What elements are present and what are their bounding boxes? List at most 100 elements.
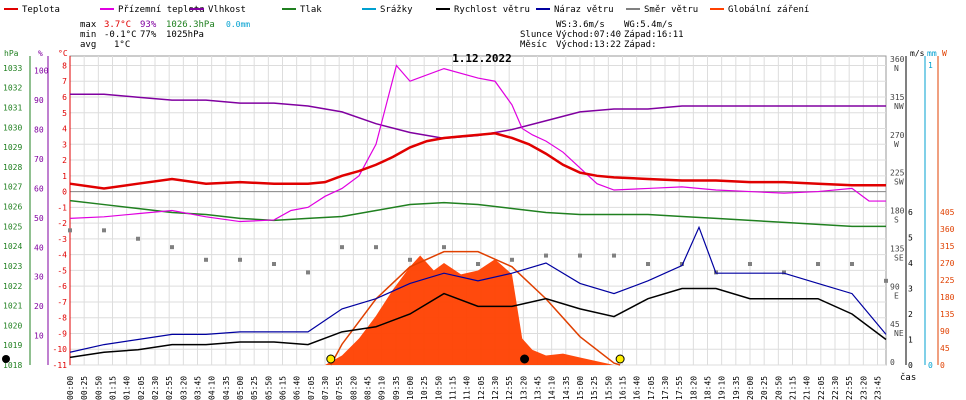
- temp-tick: -10: [53, 345, 68, 354]
- time-tick: 11:40: [463, 376, 472, 400]
- stats-min-temp: -0.1°C: [104, 30, 137, 40]
- time-tick: 08:45: [364, 376, 373, 400]
- hpa-tick: 1026: [3, 203, 22, 212]
- temp-tick: -1: [57, 203, 67, 212]
- time-tick: 02:30: [151, 376, 160, 400]
- dir-point: [544, 253, 548, 258]
- time-tick: 12:55: [505, 376, 514, 400]
- w-tick: 45: [940, 344, 950, 353]
- temp-tick: 0: [62, 188, 67, 197]
- time-tick: 05:25: [250, 376, 259, 400]
- legend-label: Rychlost větru: [454, 5, 530, 15]
- temp-tick: 7: [62, 77, 67, 86]
- time-tick: 15:50: [604, 376, 613, 400]
- sun-set: Západ:16:11: [624, 30, 684, 40]
- time-tick: 00:00: [66, 376, 75, 400]
- w-tick: 0: [940, 361, 945, 370]
- hpa-tick: 1022: [3, 282, 22, 291]
- hum-tick: 20: [34, 302, 44, 311]
- legend-label: Náraz větru: [554, 5, 614, 15]
- time-tick: 20:50: [774, 376, 783, 400]
- time-tick: 16:15: [619, 376, 628, 400]
- time-tick: 11:15: [449, 376, 458, 400]
- hpa-tick: 1032: [3, 84, 22, 93]
- dir-point: [408, 257, 412, 262]
- dir-point: [374, 245, 378, 250]
- hpa-tick: 1033: [3, 64, 22, 73]
- dir-tick-label: SE: [894, 253, 904, 262]
- dir-tick-label: SW: [894, 178, 904, 187]
- time-tick: 18:45: [704, 376, 713, 400]
- dir-tick: 0: [890, 358, 895, 367]
- dir-point: [68, 228, 72, 233]
- dir-tick-label: W: [894, 140, 899, 149]
- dir-point: [850, 262, 854, 266]
- temp-tick: -9: [57, 329, 67, 338]
- dir-tick: 135: [890, 244, 905, 253]
- ms-tick: 3: [908, 285, 913, 294]
- time-tick: 17:55: [675, 376, 684, 400]
- hum-tick: 100: [34, 67, 49, 76]
- stats-max-hum: 93%: [140, 20, 157, 30]
- hpa-tick: 1025: [3, 222, 22, 231]
- time-tick: 17:05: [647, 376, 656, 400]
- dir-point: [816, 262, 820, 266]
- dir-point: [272, 262, 276, 266]
- time-tick: 14:35: [562, 376, 571, 400]
- moon-rise: Východ:13:22: [556, 40, 621, 50]
- temp-tick: 8: [62, 61, 67, 70]
- ms-axis-title: m/s: [910, 49, 925, 58]
- temp-tick: 6: [62, 93, 67, 102]
- stats-block: max 3.7°C 93% 1026.3hPa 0.0mm min -0.1°C 77% 102…: [80, 20, 684, 50]
- w-tick: 315: [940, 242, 955, 251]
- legend-label: Srážky: [380, 5, 413, 15]
- ms-tick: 5: [908, 234, 913, 243]
- hum-axis-title: %: [38, 49, 43, 58]
- time-tick: 21:40: [803, 376, 812, 400]
- temp-tick: 3: [62, 140, 67, 149]
- time-tick: 23:45: [874, 376, 883, 400]
- w-tick: 360: [940, 225, 955, 234]
- time-tick: 12:05: [477, 376, 486, 400]
- stats-avg-temp: 1°C: [114, 40, 130, 50]
- ms-tick: 0: [908, 361, 913, 370]
- legend-label: Přízemní teplota: [118, 5, 205, 15]
- hum-tick: 10: [34, 332, 44, 341]
- dir-point: [680, 262, 684, 266]
- time-tick: 03:20: [179, 376, 188, 400]
- time-tick: 02:05: [137, 376, 146, 400]
- time-tick: 01:40: [123, 376, 132, 400]
- series-pressure: [69, 199, 886, 228]
- series-wind: [69, 287, 887, 359]
- temp-tick: -11: [53, 361, 68, 370]
- w-tick: 270: [940, 259, 955, 268]
- time-tick: 10:50: [434, 376, 443, 400]
- time-tick: 20:00: [746, 376, 755, 400]
- time-tick: 22:05: [817, 376, 826, 400]
- hpa-tick: 1021: [3, 302, 22, 311]
- time-tick: 15:25: [590, 376, 599, 400]
- temp-tick: 2: [62, 156, 67, 165]
- mm-tick: 0: [928, 361, 933, 370]
- temp-tick: -8: [57, 314, 67, 323]
- hum-tick: 40: [34, 243, 44, 252]
- stats-min-press: 1025hPa: [166, 30, 204, 40]
- time-tick: 03:45: [194, 376, 203, 400]
- time-tick: 08:20: [349, 376, 358, 400]
- mm-axis-title: mm: [927, 49, 937, 58]
- legend-label: Směr větru: [644, 5, 698, 15]
- hum-tick: 30: [34, 273, 44, 282]
- time-tick: 05:50: [264, 376, 273, 400]
- time-tick: 19:10: [718, 376, 727, 400]
- time-tick: 16:40: [633, 376, 642, 400]
- dir-point: [136, 236, 140, 241]
- hpa-tick: 1027: [3, 183, 22, 192]
- time-tick: 22:55: [845, 376, 854, 400]
- temp-tick: 4: [62, 125, 67, 134]
- plot-area: 1.12.2022: [2, 52, 888, 366]
- stats-max-press: 1026.3hPa: [166, 20, 215, 30]
- time-tick: 04:10: [208, 376, 217, 400]
- stats-max-label: max: [80, 20, 97, 30]
- hpa-tick: 1019: [3, 341, 22, 350]
- temp-tick: -3: [57, 235, 67, 244]
